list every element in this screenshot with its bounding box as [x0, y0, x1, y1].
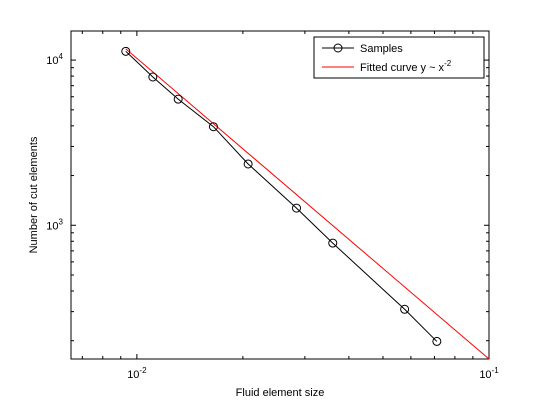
y-axis-ticks: 103 104 — [46, 52, 489, 342]
legend-fit-label: Fitted curve y ~ x-2 — [360, 59, 452, 74]
x-tick-label: 10-1 — [479, 366, 499, 381]
sample-point — [292, 203, 302, 213]
legend-samples-marker — [333, 43, 343, 53]
sample-point — [148, 72, 158, 82]
x-axis-ticks: 10-2 10-1 — [81, 31, 499, 381]
legend-box — [313, 36, 485, 79]
sample-point — [208, 122, 218, 132]
legend-fit-label-base: Fitted curve y ~ x — [360, 62, 445, 74]
plot-area — [70, 30, 490, 360]
sample-point — [328, 238, 338, 248]
y-tick-label: 104 — [46, 52, 63, 67]
legend-samples-label: Samples — [360, 43, 403, 55]
legend-fit-label-exp: -2 — [444, 59, 452, 68]
series-samples-line — [125, 50, 438, 342]
x-tick-label: 10-2 — [127, 366, 147, 381]
x-axis-label: Fluid element size — [236, 387, 325, 399]
series-fitted-curve — [125, 48, 490, 360]
legend: Samples Fitted curve y ~ x-2 — [313, 36, 485, 79]
y-axis-label: Number of cut elements — [28, 136, 40, 253]
series-layer — [121, 46, 490, 360]
sample-point — [432, 336, 442, 346]
sample-point — [121, 46, 131, 56]
y-tick-label: 103 — [46, 217, 63, 232]
sample-point — [243, 159, 253, 169]
sample-point — [173, 94, 183, 104]
sample-point — [400, 304, 410, 314]
